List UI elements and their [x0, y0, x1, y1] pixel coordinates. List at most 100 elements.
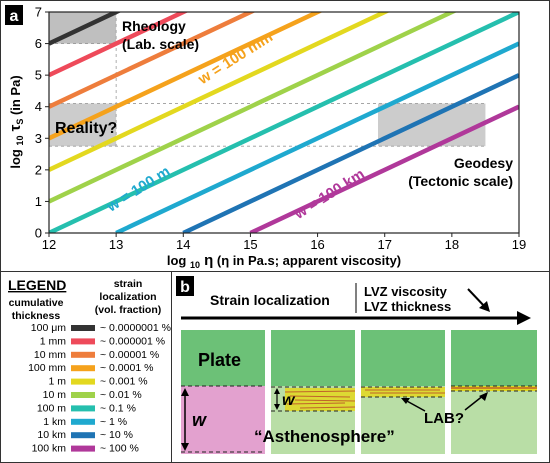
w-label-2: w: [282, 392, 296, 409]
series-line-10-km: [182, 73, 519, 233]
plot-lines: [49, 12, 519, 233]
legend-row: 10 mm ~ 0.00001 %: [34, 349, 159, 361]
w-label-1: w: [192, 410, 207, 430]
w-arrow-2-top-head: [274, 388, 280, 394]
x-tick-label: 16: [310, 237, 324, 252]
reality-label: Reality?: [55, 120, 117, 137]
y-ticks: 0 1 2 3 4 5 6 7: [35, 5, 49, 241]
plate-label: Plate: [198, 350, 241, 370]
y-tick-label: 7: [35, 5, 42, 20]
plate-column-2: [271, 330, 355, 386]
legend-swatch: [71, 445, 95, 452]
panel-a-label: a: [10, 8, 19, 25]
region-geodesy: [378, 103, 486, 147]
geodesy-sublabel: (Tectonic scale): [408, 173, 513, 189]
legend-col1-header-1: cumulative: [9, 297, 64, 309]
rheology-label: Rheology: [122, 18, 186, 34]
legend-row: 100 mm ~ 0.0001 %: [28, 362, 153, 374]
panel-b-label-box: [176, 276, 194, 296]
x-ticks: 12 13 14 15 16 17 18 19: [42, 233, 526, 252]
legend-fraction: ~ 1 %: [100, 416, 127, 428]
geodesy-label: Geodesy: [454, 155, 513, 171]
x-tick-label: 15: [243, 237, 257, 252]
strain-localization-label: Strain localization: [210, 292, 330, 308]
legend-fraction: ~ 0.0001 %: [100, 362, 153, 374]
legend-thickness: 10 mm: [34, 349, 66, 361]
y-tick-label: 1: [35, 194, 42, 209]
astheno-column-4: [451, 386, 537, 454]
legend-swatch: [71, 432, 95, 439]
series-line-100-μm: [49, 12, 122, 46]
w-arrow-1-bottom-head: [181, 443, 189, 451]
legend-thickness: 1 m: [48, 376, 66, 388]
legend-fraction: ~ 0.1 %: [100, 402, 136, 414]
legend-thickness: 100 μm: [31, 322, 66, 334]
series-line-10-mm: [49, 12, 256, 109]
y-tick-label: 5: [35, 68, 42, 83]
lab-arrow-1: [404, 399, 426, 412]
w-arrow-1-top-head: [181, 388, 189, 396]
x-tick-label: 18: [445, 237, 459, 252]
legend-thickness: 10 m: [43, 389, 67, 401]
legend-fraction: ~ 0.001 %: [100, 376, 148, 388]
legend-fraction: ~ 0.0000001 %: [100, 322, 171, 334]
series-line-100-km: [249, 104, 519, 233]
lvz-viscosity-label: LVZ viscosity: [364, 284, 448, 299]
y-tick-label: 4: [35, 99, 42, 114]
x-tick-label: 13: [109, 237, 123, 252]
legend-thickness: 10 km: [37, 429, 66, 441]
series-line-1-mm: [49, 12, 189, 78]
shear-zone-3: [361, 387, 445, 397]
legend-swatch: [71, 378, 95, 385]
y-tick-label: 3: [35, 131, 42, 146]
series-line-10-m: [49, 12, 458, 204]
legend-row: 100 m ~ 0.1 %: [37, 402, 136, 414]
y-tick-label: 0: [35, 226, 42, 241]
series-line-1-km: [115, 41, 519, 233]
legend-swatch: [71, 338, 95, 345]
legend-title: LEGEND: [8, 277, 66, 293]
shear-bands-3: [365, 389, 445, 394]
panel-b-label: b: [180, 279, 190, 296]
legend-col2-header-3: (vol. fraction): [95, 304, 162, 316]
localization-arrow-head: [517, 311, 531, 325]
x-tick-label: 14: [176, 237, 190, 252]
lab-arrow-2-head: [479, 392, 488, 401]
legend-col2-header-1: strain: [114, 278, 143, 290]
legend-rows: 100 μm ~ 0.0000001 % 1 mm ~ 0.000001 % 10 mm…: [28, 322, 171, 455]
shear-bands-2: [284, 390, 356, 409]
legend-swatch: [71, 325, 95, 331]
legend-fraction: ~ 0.00001 %: [100, 349, 159, 361]
legend-thickness: 1 mm: [40, 335, 67, 347]
legend-fraction: ~ 0.01 %: [100, 389, 142, 401]
legend-thickness: 1 km: [43, 416, 66, 428]
legend-fraction: ~ 0.000001 %: [100, 335, 165, 347]
x-tick-label: 17: [377, 237, 391, 252]
legend-swatch: [71, 392, 95, 398]
panel-b: b Strain localization LVZ viscosity LVZ …: [171, 271, 550, 463]
legend-swatch: [71, 418, 95, 425]
legend-fraction: ~ 10 %: [100, 429, 133, 441]
x-tick-label: 12: [42, 237, 56, 252]
x-tick-label: 19: [512, 237, 526, 252]
legend-row: 1 m ~ 0.001 %: [48, 376, 147, 388]
rheology-sublabel: (Lab. scale): [122, 36, 199, 52]
plate-column-1: [181, 330, 265, 386]
lvz-thickness-label: LVZ thickness: [364, 299, 451, 314]
legend-swatch: [71, 405, 95, 412]
legend-fraction: ~ 100 %: [100, 443, 139, 455]
plot-frame: [48, 11, 520, 234]
legend-row: 100 μm ~ 0.0000001 %: [31, 322, 171, 334]
series-line-100-m: [49, 12, 519, 233]
series-line-100-mm: [49, 12, 323, 141]
legend-swatch: [71, 351, 95, 358]
lab-label: LAB?: [424, 410, 464, 427]
x-axis-label: log 10 η (η in Pa.s; apparent viscosity): [167, 252, 401, 270]
plate-column-3: [361, 330, 445, 386]
w-arrow-2-bottom-head: [274, 404, 280, 410]
legend-swatch: [71, 365, 95, 372]
series-line-1-m: [49, 12, 391, 172]
asthenosphere-label: “Asthenosphere”: [254, 427, 395, 446]
